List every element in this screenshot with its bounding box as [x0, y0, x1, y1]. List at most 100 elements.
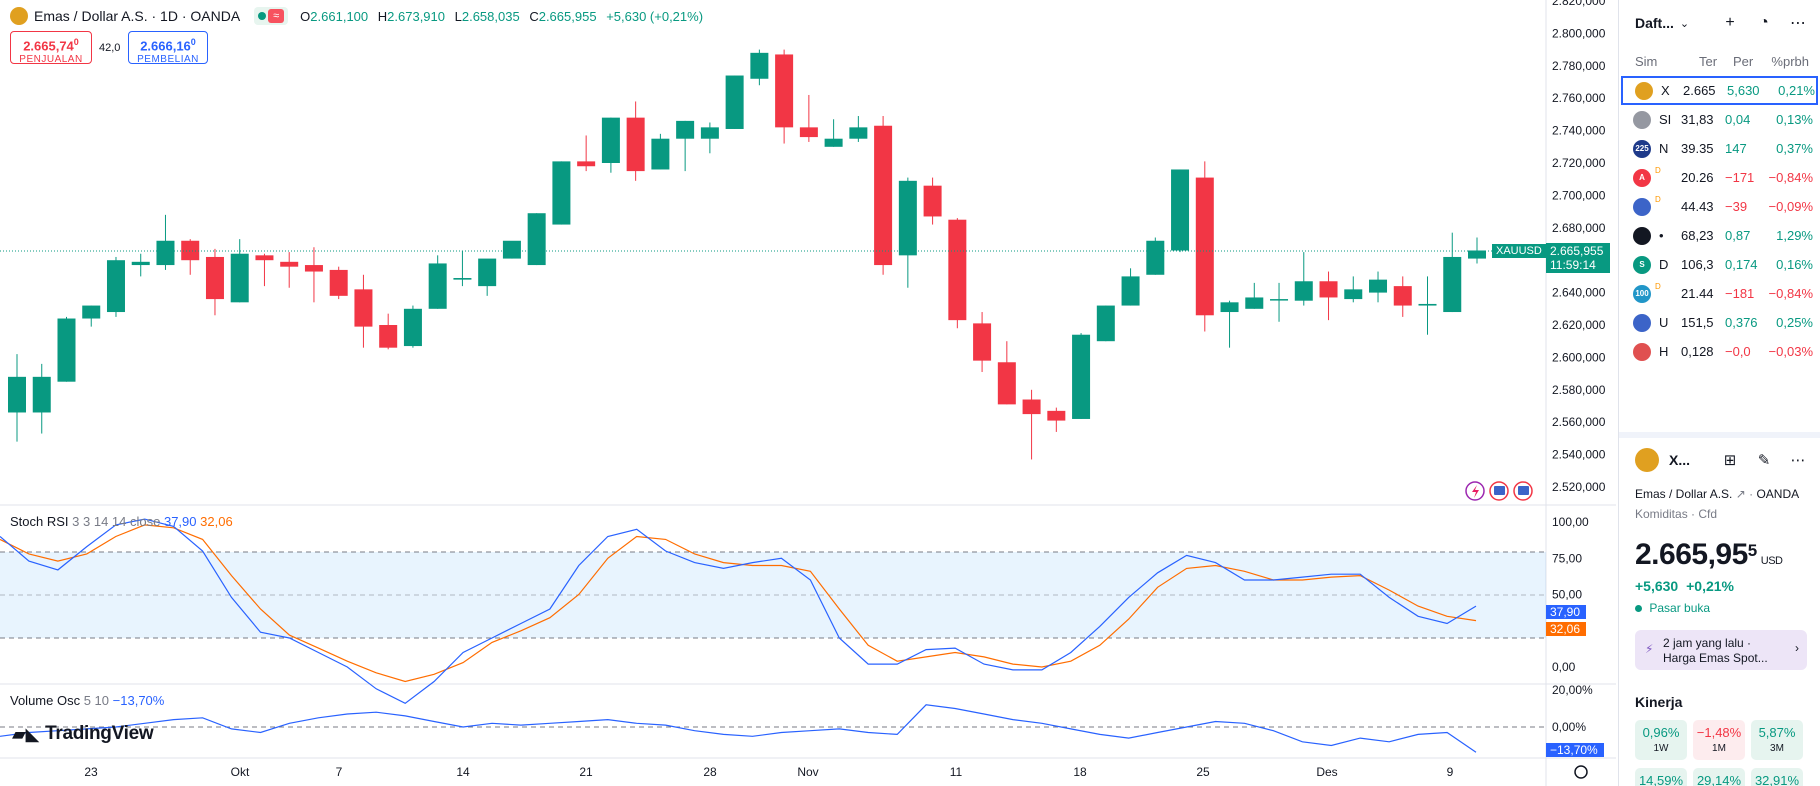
- watchlist-row[interactable]: H 0,128 −0,0 −0,03%: [1619, 337, 1820, 366]
- candle: [230, 239, 249, 303]
- stoch-tick-label: 50,00: [1552, 588, 1582, 602]
- tradingview-logo-icon: ▰◣: [12, 723, 40, 744]
- symbol-logo-icon: 100: [1633, 284, 1651, 303]
- add-symbol-icon[interactable]: +: [1725, 14, 1735, 31]
- row-last: 20.26: [1681, 170, 1714, 185]
- row-change-pct: −0,03%: [1768, 344, 1813, 359]
- watchlist-row[interactable]: SI 31,83 0,04 0,13%: [1619, 105, 1820, 134]
- candle: [973, 312, 992, 372]
- event-icons[interactable]: [1465, 481, 1533, 501]
- performance-box[interactable]: −1,48% 1M: [1693, 720, 1745, 760]
- row-last: 39.35: [1681, 141, 1714, 156]
- price-tick-label: 2.620,000: [1552, 318, 1606, 332]
- performance-box[interactable]: 32,91%: [1751, 768, 1803, 786]
- watchlist-title[interactable]: Daft...: [1635, 15, 1674, 31]
- settings-gear-icon[interactable]: [1574, 765, 1588, 779]
- candle: [1195, 161, 1214, 332]
- col-change-pct[interactable]: %prbh: [1771, 53, 1809, 69]
- watchlist-row[interactable]: U 151,5 0,376 0,25%: [1619, 308, 1820, 337]
- chevron-right-icon: ›: [1795, 641, 1799, 655]
- candle: [1369, 271, 1388, 303]
- candle: [676, 120, 695, 172]
- watchlist-row[interactable]: X 2.665 5,630 0,21%: [1621, 76, 1818, 105]
- symbol-logo-icon: [1633, 197, 1651, 216]
- lightning-glyph: [1472, 485, 1479, 498]
- edit-note-icon[interactable]: ✎: [1757, 452, 1771, 469]
- symbol-logo-icon: [1633, 313, 1651, 332]
- price-tick-label: 2.760,000: [1552, 91, 1606, 105]
- delayed-marker: D: [1655, 166, 1661, 175]
- more-options-icon[interactable]: ⋯: [1790, 15, 1806, 32]
- gold-logo-icon: [1635, 448, 1659, 472]
- candle: [1171, 169, 1190, 253]
- watchlist-row[interactable]: 44.43 −39 −0,09% D: [1619, 192, 1820, 221]
- candle: [1220, 300, 1239, 348]
- advanced-view-icon[interactable]: ◔: [1759, 14, 1769, 31]
- detail-name[interactable]: Emas / Dollar A.S.: [1635, 487, 1733, 501]
- stoch-k-tag: 37,90: [1546, 605, 1586, 619]
- col-change[interactable]: Per: [1733, 53, 1754, 69]
- candle: [354, 274, 373, 348]
- col-symbol[interactable]: Sim: [1635, 53, 1658, 69]
- external-link-icon[interactable]: ↗: [1735, 487, 1746, 501]
- row-symbol: U: [1659, 315, 1669, 330]
- price-tick-label: 2.820,000: [1552, 0, 1606, 8]
- performance-box[interactable]: 14,59%: [1635, 768, 1687, 786]
- candle: [205, 248, 224, 316]
- news-card[interactable]: ⚡ 2 jam yang lalu · Harga Emas Spot... ›: [1635, 630, 1807, 670]
- col-last[interactable]: Ter: [1699, 53, 1718, 69]
- watchlist-row[interactable]: A 20.26 −171 −0,84% D: [1619, 163, 1820, 192]
- market-status-pill[interactable]: ≈: [254, 7, 289, 25]
- symbol-logo-icon: [1633, 342, 1651, 361]
- performance-box[interactable]: 5,87% 3M: [1751, 720, 1803, 760]
- row-change: −39: [1725, 199, 1748, 214]
- stoch-tick-label: 100,00: [1552, 515, 1589, 529]
- stoch-k-line: [0, 518, 1477, 705]
- symbol-title[interactable]: Emas / Dollar A.S. · 1D · OANDA: [34, 8, 241, 24]
- panel-divider[interactable]: [1619, 432, 1820, 438]
- watchlist-row[interactable]: 100 21.44 −181 −0,84% D: [1619, 279, 1820, 308]
- stoch-tick-label: 0,00: [1552, 660, 1576, 674]
- data-delay-icon: ≈: [268, 9, 285, 23]
- symbol-logo-icon: [1635, 81, 1653, 100]
- chevron-down-icon[interactable]: ⌄: [1679, 17, 1690, 30]
- watchlist-row[interactable]: 225 N 39.35 147 0,37%: [1619, 134, 1820, 163]
- lightning-icon: ⚡: [1645, 642, 1654, 656]
- flag-fill: [1494, 486, 1505, 495]
- row-change: 5,630: [1727, 83, 1760, 98]
- row-change-pct: −0,84%: [1768, 170, 1813, 185]
- time-axis[interactable]: 23 Okt 7 14 21 28 Nov 11 18 25 Des 9: [84, 765, 1453, 779]
- performance-box[interactable]: 0,96% 1W: [1635, 720, 1687, 760]
- time-tick-label: 14: [456, 765, 470, 779]
- candle: [1072, 333, 1091, 419]
- row-change-pct: 0,25%: [1776, 315, 1813, 330]
- watchlist-row[interactable]: S D 106,3 0,174 0,16%: [1619, 250, 1820, 279]
- volume-osc-tag: −13,70%: [1546, 743, 1604, 757]
- time-tick-label: 9: [1447, 765, 1454, 779]
- market-open-dot-icon: [258, 12, 267, 20]
- current-symbol-tag: XAUUSD: [1492, 244, 1546, 258]
- candle: [131, 253, 150, 277]
- chart-area[interactable]: 2.820,000 2.800,000 2.780,000 2.760,000 2.74…: [0, 0, 1616, 786]
- symbol-legend[interactable]: Emas / Dollar A.S. · 1D · OANDA ≈ O2.661…: [10, 6, 709, 26]
- time-tick-label: Des: [1316, 765, 1337, 779]
- detail-exchange: OANDA: [1756, 487, 1800, 501]
- watchlist-columns: Sim Ter Per %prbh: [1619, 46, 1820, 76]
- candle: [552, 161, 571, 225]
- candle: [626, 101, 645, 181]
- detail-symbol[interactable]: X...: [1669, 452, 1691, 468]
- candle: [601, 117, 620, 173]
- volume-osc-legend[interactable]: Volume Osc 5 10 −13,70%: [10, 693, 165, 708]
- buy-button[interactable]: 2.666,160 PEMBELIAN: [128, 31, 208, 65]
- watchlist-row[interactable]: • 68,23 0,87 1,29%: [1619, 221, 1820, 250]
- sell-button[interactable]: 2.665,740 PENJUALAN: [10, 31, 92, 65]
- tradingview-logo[interactable]: ▰◣ TradingView: [12, 723, 154, 744]
- grid-view-icon[interactable]: ⊞: [1723, 452, 1737, 469]
- chart-canvas[interactable]: 2.820,000 2.800,000 2.780,000 2.760,000 2.74…: [0, 0, 1616, 786]
- stoch-rsi-legend[interactable]: Stoch RSI 3 3 14 14 close 37,90 32,06: [10, 514, 233, 529]
- performance-box[interactable]: 29,14%: [1693, 768, 1745, 786]
- row-change-pct: 0,16%: [1776, 257, 1813, 272]
- more-options-icon[interactable]: ⋯: [1790, 452, 1806, 469]
- candle: [651, 133, 670, 170]
- candle: [1096, 305, 1115, 342]
